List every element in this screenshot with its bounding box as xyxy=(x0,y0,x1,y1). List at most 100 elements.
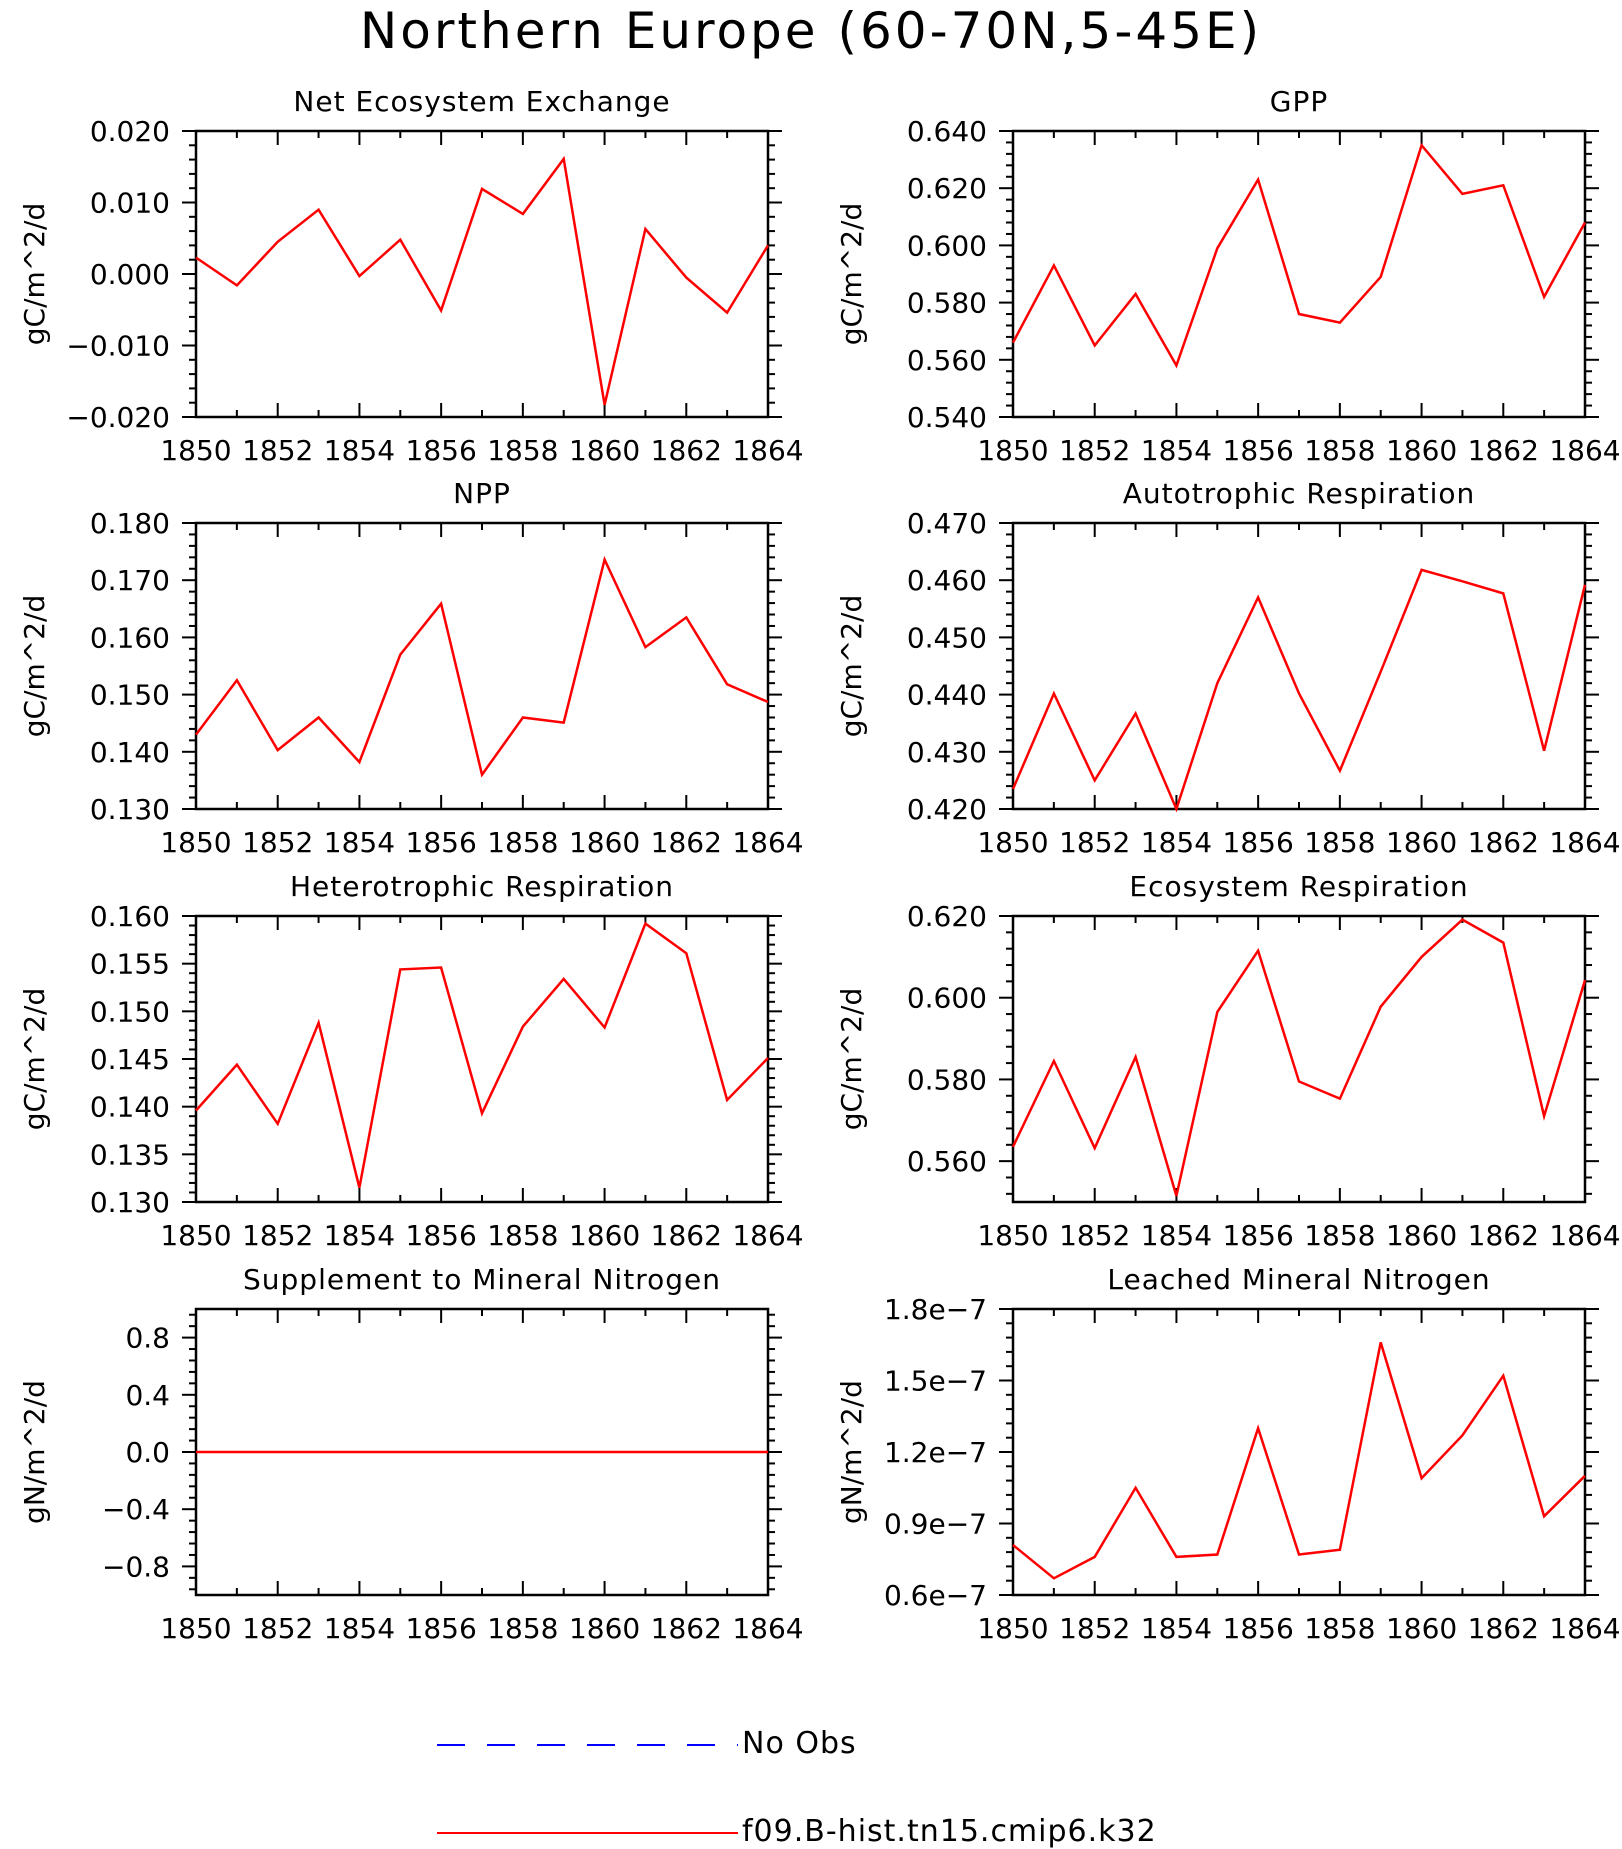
panel-autotrophic-respiration-ytick-label: 0.440 xyxy=(907,679,987,712)
panel-net-ecosystem-exchange-xtick-label: 1852 xyxy=(242,434,313,467)
panel-leached-mineral-nitrogen-ytick-label: 1.5e−7 xyxy=(884,1365,987,1398)
panel-autotrophic-respiration-xtick-label: 1864 xyxy=(1549,826,1620,859)
panel-npp-ytick-label: 0.160 xyxy=(90,621,170,654)
panel-ecosystem-respiration-xtick-label: 1852 xyxy=(1059,1219,1130,1252)
panel-net-ecosystem-exchange-ytick-label: 0.010 xyxy=(90,187,170,220)
panel-supplement-to-mineral-nitrogen-ytick-label: 0.0 xyxy=(125,1436,170,1469)
panel-supplement-to-mineral-nitrogen-xtick-label: 1856 xyxy=(406,1612,477,1645)
panel-autotrophic-respiration-xtick-label: 1856 xyxy=(1223,826,1294,859)
panel-supplement-to-mineral-nitrogen-xtick-label: 1854 xyxy=(324,1612,395,1645)
panel-net-ecosystem-exchange-xtick-label: 1850 xyxy=(160,434,231,467)
panel-net-ecosystem-exchange-ytick-label: −0.010 xyxy=(66,330,170,363)
panel-supplement-to-mineral-nitrogen-ytick-label: −0.8 xyxy=(102,1550,170,1583)
panel-ecosystem-respiration-frame xyxy=(1011,914,1587,1204)
panel-heterotrophic-respiration: 1850 1852 1854 1856 1858 1860 1862 1864 0.130 0.1… xyxy=(18,870,804,1252)
panel-gpp-xtick-label: 1864 xyxy=(1549,434,1620,467)
panel-leached-mineral-nitrogen-xtick-label: 1852 xyxy=(1059,1612,1130,1645)
panel-heterotrophic-respiration-series-line xyxy=(195,921,769,1189)
panel-net-ecosystem-exchange-xtick-label: 1860 xyxy=(569,434,640,467)
panel-net-ecosystem-exchange-xtick-label: 1858 xyxy=(487,434,558,467)
panel-autotrophic-respiration-series-line xyxy=(1011,568,1587,813)
panel-supplement-to-mineral-nitrogen-ylabel: gN/m^2/d xyxy=(18,1380,51,1524)
panel-ecosystem-respiration-xtick-label: 1854 xyxy=(1141,1219,1212,1252)
panel-supplement-to-mineral-nitrogen-ytick-label: 0.8 xyxy=(125,1322,170,1355)
panel-net-ecosystem-exchange-ylabel: gC/m^2/d xyxy=(18,203,51,346)
panel-ecosystem-respiration-ytick-label: 0.600 xyxy=(907,982,987,1015)
panel-npp-xtick-label: 1862 xyxy=(651,826,722,859)
panel-autotrophic-respiration-xtick-label: 1862 xyxy=(1468,826,1539,859)
panel-leached-mineral-nitrogen-xtick-label: 1856 xyxy=(1223,1612,1294,1645)
panel-npp-frame xyxy=(194,521,770,811)
panel-net-ecosystem-exchange-series-line xyxy=(195,155,770,406)
panel-npp-title: NPP xyxy=(453,477,511,510)
panel-gpp-xtick-label: 1860 xyxy=(1386,434,1457,467)
panel-gpp-xtick-label: 1858 xyxy=(1304,434,1375,467)
panel-heterotrophic-respiration-ytick-label: 0.135 xyxy=(90,1138,170,1171)
panel-npp-xtick-label: 1856 xyxy=(406,826,477,859)
panel-autotrophic-respiration-ytick-label: 0.460 xyxy=(907,564,987,597)
panel-autotrophic-respiration-xtick-label: 1850 xyxy=(977,826,1048,859)
panel-ecosystem-respiration-xtick-label: 1860 xyxy=(1386,1219,1457,1252)
panel-npp-ytick-label: 0.170 xyxy=(90,564,170,597)
panel-ecosystem-respiration-xtick-label: 1856 xyxy=(1223,1219,1294,1252)
panel-npp-xtick-label: 1852 xyxy=(242,826,313,859)
panel-npp-ytick-label: 0.150 xyxy=(90,679,170,712)
panel-supplement-to-mineral-nitrogen-xtick-label: 1852 xyxy=(242,1612,313,1645)
page-title: Northern Europe (60-70N,5-45E) xyxy=(359,2,1263,60)
panel-gpp: 1850 1852 1854 1856 1858 1860 1862 1864 0.540 0.5… xyxy=(835,85,1621,467)
panel-leached-mineral-nitrogen-ytick-label: 0.9e−7 xyxy=(884,1508,987,1541)
panel-heterotrophic-respiration-frame xyxy=(194,914,770,1204)
panel-leached-mineral-nitrogen: 1850 1852 1854 1856 1858 1860 1862 1864 0.6e−7 0.… xyxy=(835,1263,1621,1645)
panel-net-ecosystem-exchange-ytick-label: −0.020 xyxy=(66,401,170,434)
panel-ecosystem-respiration-ytick-label: 0.580 xyxy=(907,1063,987,1096)
panel-leached-mineral-nitrogen-ylabel: gN/m^2/d xyxy=(835,1380,868,1524)
panel-supplement-to-mineral-nitrogen-xtick-label: 1862 xyxy=(651,1612,722,1645)
panel-leached-mineral-nitrogen-series-line xyxy=(1012,1342,1586,1580)
panel-heterotrophic-respiration-ytick-label: 0.140 xyxy=(90,1091,170,1124)
panel-ecosystem-respiration-ytick-label: 0.560 xyxy=(907,1145,987,1178)
panel-npp-series-line xyxy=(195,555,769,778)
panel-npp-xtick-label: 1850 xyxy=(160,826,231,859)
panel-leached-mineral-nitrogen-ytick-label: 1.2e−7 xyxy=(884,1436,987,1469)
panel-npp-xtick-label: 1854 xyxy=(324,826,395,859)
panel-npp-ytick-label: 0.180 xyxy=(90,507,170,540)
panel-autotrophic-respiration-ytick-label: 0.470 xyxy=(907,507,987,540)
panel-npp-xtick-label: 1858 xyxy=(487,826,558,859)
panel-autotrophic-respiration-frame xyxy=(1011,521,1587,811)
panel-heterotrophic-respiration-ytick-label: 0.150 xyxy=(90,995,170,1028)
panel-npp-xtick-label: 1864 xyxy=(732,826,803,859)
panel-supplement-to-mineral-nitrogen-xtick-label: 1860 xyxy=(569,1612,640,1645)
panel-ecosystem-respiration-xtick-label: 1862 xyxy=(1468,1219,1539,1252)
panel-supplement-to-mineral-nitrogen-ytick-label: −0.4 xyxy=(102,1493,170,1526)
panel-gpp-ytick-label: 0.620 xyxy=(907,172,987,205)
panel-gpp-xtick-label: 1852 xyxy=(1059,434,1130,467)
panel-leached-mineral-nitrogen-xtick-label: 1858 xyxy=(1304,1612,1375,1645)
panel-npp-ytick-label: 0.130 xyxy=(90,793,170,826)
panel-leached-mineral-nitrogen-xtick-label: 1850 xyxy=(977,1612,1048,1645)
panel-npp-ytick-label: 0.140 xyxy=(90,736,170,769)
panel-net-ecosystem-exchange-xtick-label: 1856 xyxy=(406,434,477,467)
panel-supplement-to-mineral-nitrogen-ytick-label: 0.4 xyxy=(125,1379,170,1412)
panel-gpp-xtick-label: 1862 xyxy=(1468,434,1539,467)
panel-autotrophic-respiration-xtick-label: 1852 xyxy=(1059,826,1130,859)
panel-gpp-ytick-label: 0.600 xyxy=(907,229,987,262)
panel-gpp-xtick-label: 1856 xyxy=(1223,434,1294,467)
panel-leached-mineral-nitrogen-title: Leached Mineral Nitrogen xyxy=(1107,1263,1490,1296)
panel-supplement-to-mineral-nitrogen-xtick-label: 1864 xyxy=(732,1612,803,1645)
panel-gpp-xtick-label: 1854 xyxy=(1141,434,1212,467)
panel-autotrophic-respiration-title: Autotrophic Respiration xyxy=(1123,477,1475,510)
panel-gpp-xtick-label: 1850 xyxy=(977,434,1048,467)
panel-heterotrophic-respiration-ytick-label: 0.155 xyxy=(90,948,170,981)
panel-ecosystem-respiration-series-line xyxy=(1011,918,1587,1197)
panel-net-ecosystem-exchange-ytick-label: 0.000 xyxy=(90,258,170,291)
panel-heterotrophic-respiration-ytick-label: 0.130 xyxy=(90,1186,170,1219)
panel-leached-mineral-nitrogen-ytick-label: 1.8e−7 xyxy=(884,1293,987,1326)
panel-autotrophic-respiration: 1850 1852 1854 1856 1858 1860 1862 1864 0.420 0.4… xyxy=(835,477,1621,859)
panel-autotrophic-respiration-ytick-label: 0.450 xyxy=(907,621,987,654)
panel-ecosystem-respiration-ylabel: gC/m^2/d xyxy=(835,988,868,1131)
panel-gpp-ytick-label: 0.540 xyxy=(907,401,987,434)
panel-gpp-ytick-label: 0.560 xyxy=(907,344,987,377)
panel-leached-mineral-nitrogen-ytick-label: 0.6e−7 xyxy=(884,1579,987,1612)
panel-ecosystem-respiration-title: Ecosystem Respiration xyxy=(1129,870,1468,903)
